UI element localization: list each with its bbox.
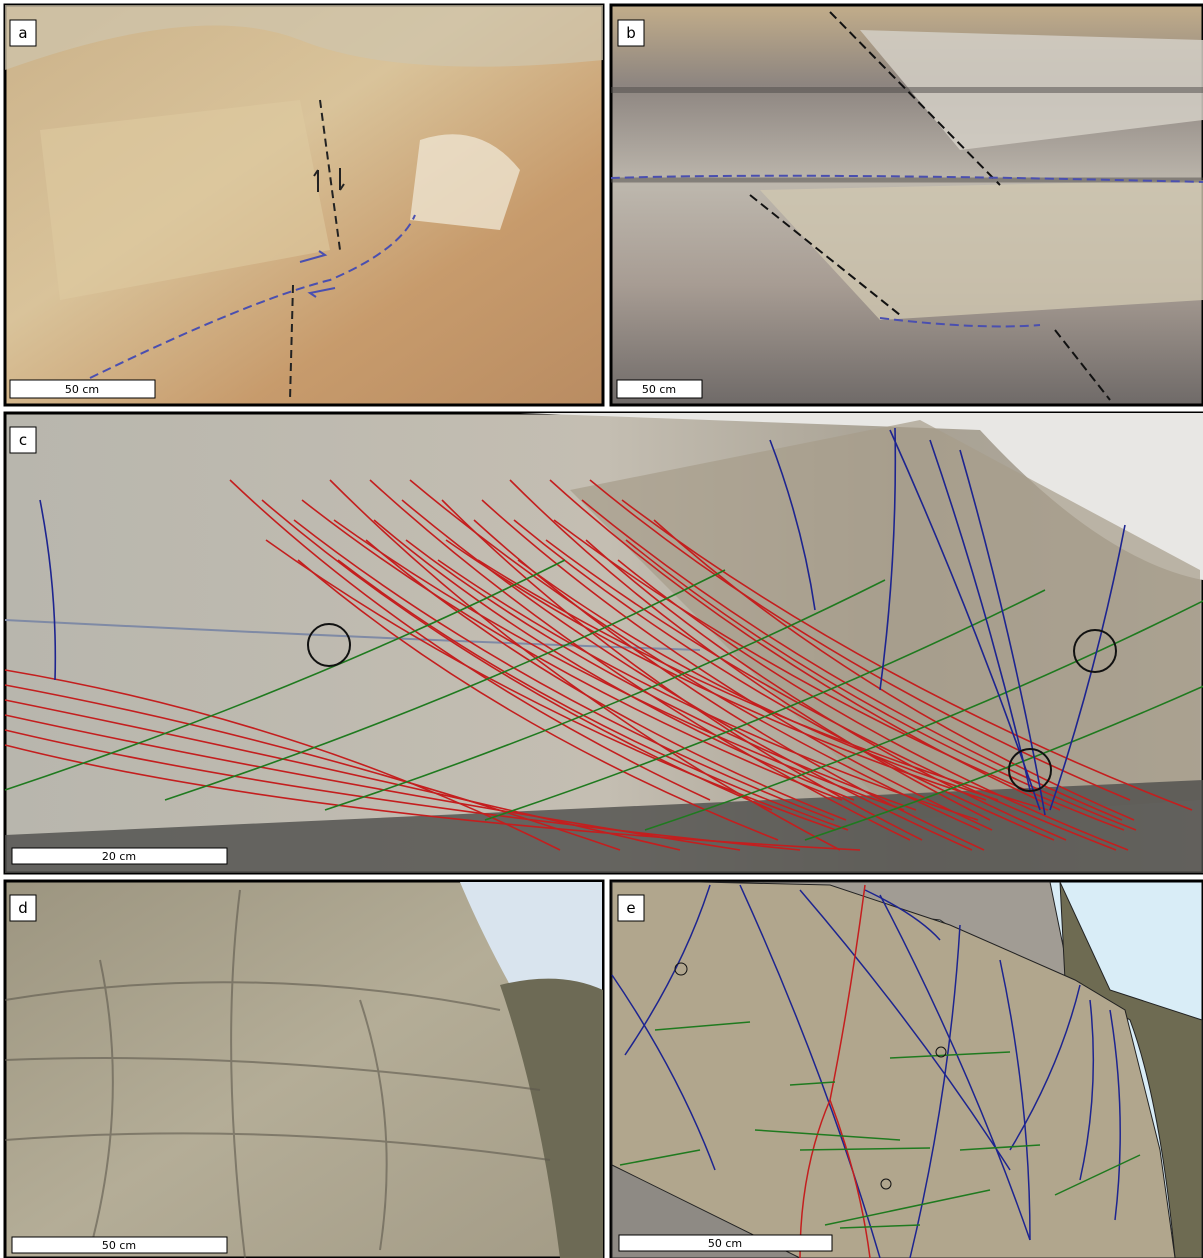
fracture-trace xyxy=(4,744,861,851)
fracture-trace xyxy=(999,959,1031,1241)
fracture-trace xyxy=(513,519,1055,841)
fracture-trace xyxy=(585,539,1067,841)
deformation-band xyxy=(754,1129,901,1141)
deformation-band xyxy=(1054,1154,1141,1196)
deformation-band xyxy=(839,1224,921,1229)
deformation-band xyxy=(619,1149,701,1166)
fracture-trace xyxy=(864,889,941,941)
fracture-trace xyxy=(1079,999,1095,1181)
scale-bar-label: 50 cm xyxy=(65,383,99,396)
deformation-band xyxy=(789,1081,836,1086)
fracture-trace xyxy=(545,539,1117,851)
fracture-trace xyxy=(959,449,1046,816)
panel-label: b xyxy=(626,24,636,42)
fracture-trace xyxy=(293,519,835,821)
panel-label-box xyxy=(617,894,645,922)
fracture-trace xyxy=(909,924,961,1258)
deformation-band xyxy=(804,685,1203,841)
panel-d xyxy=(3,879,605,1258)
fracture-trace xyxy=(549,479,1061,811)
deformation-band xyxy=(824,1189,991,1226)
fracture-trace xyxy=(297,559,779,841)
deformation-band xyxy=(889,1051,1011,1059)
fracture-trace xyxy=(337,559,849,831)
deformation-band xyxy=(644,600,1203,831)
fracture-trace xyxy=(617,559,1129,851)
fracture-trace xyxy=(373,519,855,801)
panel-label: e xyxy=(626,899,635,917)
panel-label-box xyxy=(9,894,37,922)
panel-label: c xyxy=(19,431,27,449)
fracture-trace xyxy=(4,669,561,851)
fracture-trace xyxy=(329,479,841,851)
fracture-trace xyxy=(437,559,979,821)
deformation-band xyxy=(654,1021,751,1031)
fracture-trace xyxy=(799,889,1011,1171)
fracture-trace xyxy=(229,479,711,801)
scale-bar-label: 50 cm xyxy=(642,383,676,396)
panel-label-box xyxy=(617,19,645,47)
fracture-trace xyxy=(4,729,801,851)
panel-label-box xyxy=(9,426,37,454)
panel-label-box xyxy=(9,19,37,47)
panel-label: a xyxy=(18,24,27,42)
fracture-trace xyxy=(879,427,897,691)
fracture-trace xyxy=(445,539,987,801)
fracture-trace xyxy=(1109,1009,1121,1221)
scale-bar-label: 50 cm xyxy=(708,1237,742,1250)
fracture-trace xyxy=(39,499,57,681)
fracture-trace xyxy=(1049,524,1126,811)
fracture-trace xyxy=(405,539,917,811)
deformation-band xyxy=(799,1147,931,1151)
panel-b xyxy=(609,3,1203,407)
fracture-trace xyxy=(929,439,1031,791)
panel-e xyxy=(609,879,1203,1258)
fracture-trace xyxy=(1009,984,1081,1151)
fracture-trace xyxy=(301,499,843,801)
deformation-band xyxy=(4,559,566,791)
fracture-trace xyxy=(517,559,999,801)
deformation-band xyxy=(324,579,886,811)
fracture-trace xyxy=(369,479,911,841)
labels: a 50 cm b 50 cm c 20 cm d 50 cm e 50 cm xyxy=(9,19,742,1252)
panel-label: d xyxy=(18,899,28,917)
deformation-band xyxy=(484,589,1046,821)
fracture-trace xyxy=(481,499,993,831)
fracture-trace xyxy=(739,884,881,1258)
fracture-trace xyxy=(333,519,905,811)
fracture-trace xyxy=(589,479,1131,801)
panel-a xyxy=(3,3,605,407)
deformation-band xyxy=(959,1144,1041,1151)
fracture-trace xyxy=(769,439,816,611)
scale-bar-label: 50 cm xyxy=(102,1239,136,1252)
fracture-trace xyxy=(265,539,837,831)
deformation-band xyxy=(164,569,726,801)
fracture-trace xyxy=(799,884,871,1258)
fracture-trace xyxy=(441,499,923,841)
fracture-trace xyxy=(477,559,1049,811)
fracture-trace xyxy=(621,499,1193,811)
panel-c xyxy=(3,411,1203,875)
fracture-trace xyxy=(509,479,991,821)
fracture-trace xyxy=(365,539,847,821)
fracture-trace xyxy=(611,974,716,1171)
fracture-trace xyxy=(581,499,1123,821)
scale-bar-label: 20 cm xyxy=(102,850,136,863)
fracture-trace xyxy=(401,499,973,851)
fracture-trace xyxy=(879,894,1031,1241)
